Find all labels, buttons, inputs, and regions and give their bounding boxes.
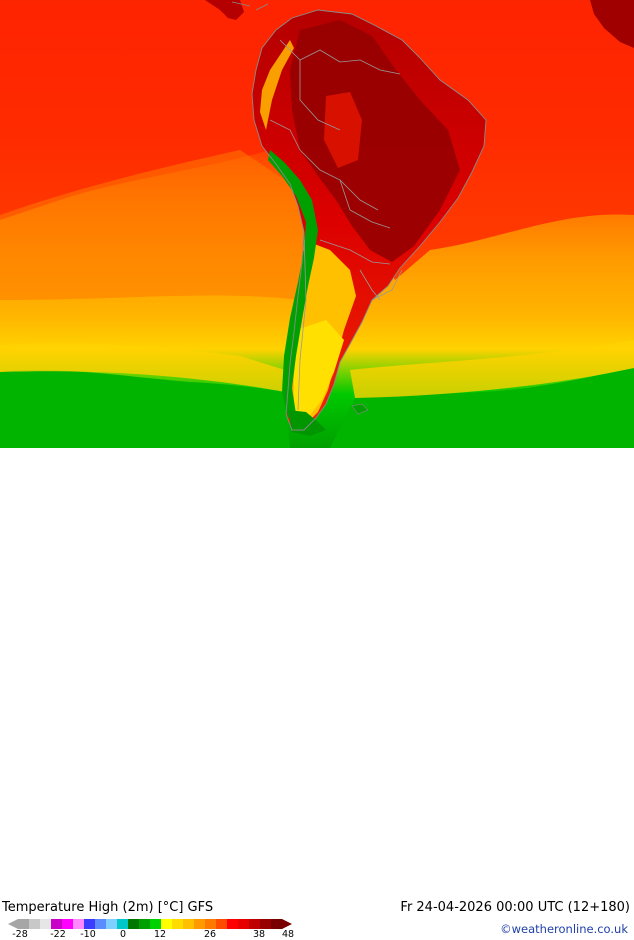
map-title: Temperature High (2m) [°C] GFS: [2, 900, 214, 915]
legend-tick-label: 48: [281, 929, 295, 940]
coastline: [251, 9, 487, 431]
amazon-lighter-patch: [324, 92, 362, 168]
legend-swatch: [73, 919, 85, 929]
falkland-islands: [351, 403, 369, 415]
interior-hot-core: [290, 20, 460, 262]
legend-swatch: [227, 919, 239, 929]
legend-tick-label: 0: [119, 929, 127, 940]
legend-swatch: [271, 919, 283, 929]
legend-tick-label: -10: [80, 929, 96, 940]
map-footer: Temperature High (2m) [°C] GFS Fr 24-04-…: [0, 448, 634, 940]
legend-swatch: [106, 919, 118, 929]
legend-swatch: [150, 919, 162, 929]
color-scale-legend: [8, 919, 292, 929]
tierra-del-fuego: [288, 410, 326, 436]
country-borders: [269, 39, 403, 411]
africa-edge: [590, 0, 634, 48]
legend-swatch: [172, 919, 184, 929]
ocean-orange-band: [0, 150, 310, 300]
forecast-datetime: Fr 24-04-2026 00:00 UTC (12+180): [400, 900, 630, 915]
temperature-map: [0, 0, 634, 448]
legend-swatch: [260, 919, 272, 929]
legend-arrow-high: [282, 919, 292, 929]
legend-swatch: [249, 919, 261, 929]
legend-swatch: [128, 919, 140, 929]
ocean-cool-zone: [0, 370, 290, 448]
legend-arrow-low: [8, 919, 18, 929]
legend-swatch: [29, 919, 41, 929]
legend-swatch: [183, 919, 195, 929]
ocean-yellow-belt-east: [350, 340, 634, 398]
andes-north: [260, 40, 294, 130]
patagonia-yellow: [294, 320, 344, 420]
credit-link[interactable]: ©weatheronline.co.uk: [500, 922, 628, 936]
legend-swatch: [194, 919, 206, 929]
legend-swatch: [95, 919, 107, 929]
legend-swatch: [18, 919, 30, 929]
caribbean-islands: [231, 1, 269, 11]
legend-tick-label: 38: [252, 929, 266, 940]
legend-tick-label: -22: [50, 929, 66, 940]
legend-swatch: [62, 919, 74, 929]
legend-swatch: [40, 919, 52, 929]
legend-tick-label: 26: [203, 929, 217, 940]
legend-swatch: [161, 919, 173, 929]
ocean-cool-zone-east: [330, 368, 634, 448]
ocean-yellow-belt: [0, 343, 285, 392]
legend-swatch: [51, 919, 63, 929]
legend-swatch: [205, 919, 217, 929]
legend-tick-label: 12: [153, 929, 167, 940]
andes-strip: [268, 150, 318, 418]
legend-swatch: [216, 919, 228, 929]
legend-swatch: [84, 919, 96, 929]
legend-tick-label: -28: [12, 929, 28, 940]
legend-swatch: [238, 919, 250, 929]
legend-swatch: [139, 919, 151, 929]
central-america: [205, 0, 244, 20]
legend-swatch: [117, 919, 129, 929]
